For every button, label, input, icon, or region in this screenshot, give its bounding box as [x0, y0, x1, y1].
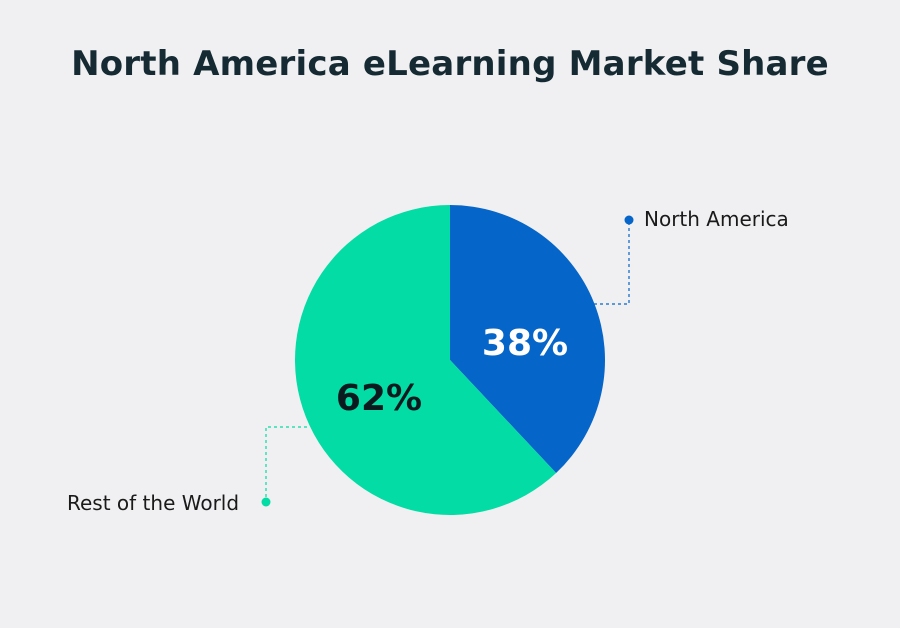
- rest-of-world-leader-line: [265, 426, 307, 500]
- leader-lines: [261, 215, 634, 507]
- pie-slice-rest-of-the-world: [294, 204, 557, 515]
- legend-label-rest-of-world: Rest of the World: [67, 491, 240, 515]
- north-america-legend-dot: [624, 215, 634, 225]
- legend-label-north-america: North America: [644, 207, 789, 231]
- pie-slice-north-america: [450, 205, 605, 473]
- slice-label-north-america: 38%: [482, 323, 568, 364]
- chart-title: North America eLearning Market Share: [71, 44, 829, 84]
- rest-of-world-legend-dot: [261, 497, 271, 507]
- slice-label-rest-of-the-world: 62%: [336, 378, 422, 419]
- pie-slices: [294, 204, 605, 515]
- slice-labels: 38% 62%: [336, 323, 568, 419]
- north-america-leader-line: [594, 222, 630, 305]
